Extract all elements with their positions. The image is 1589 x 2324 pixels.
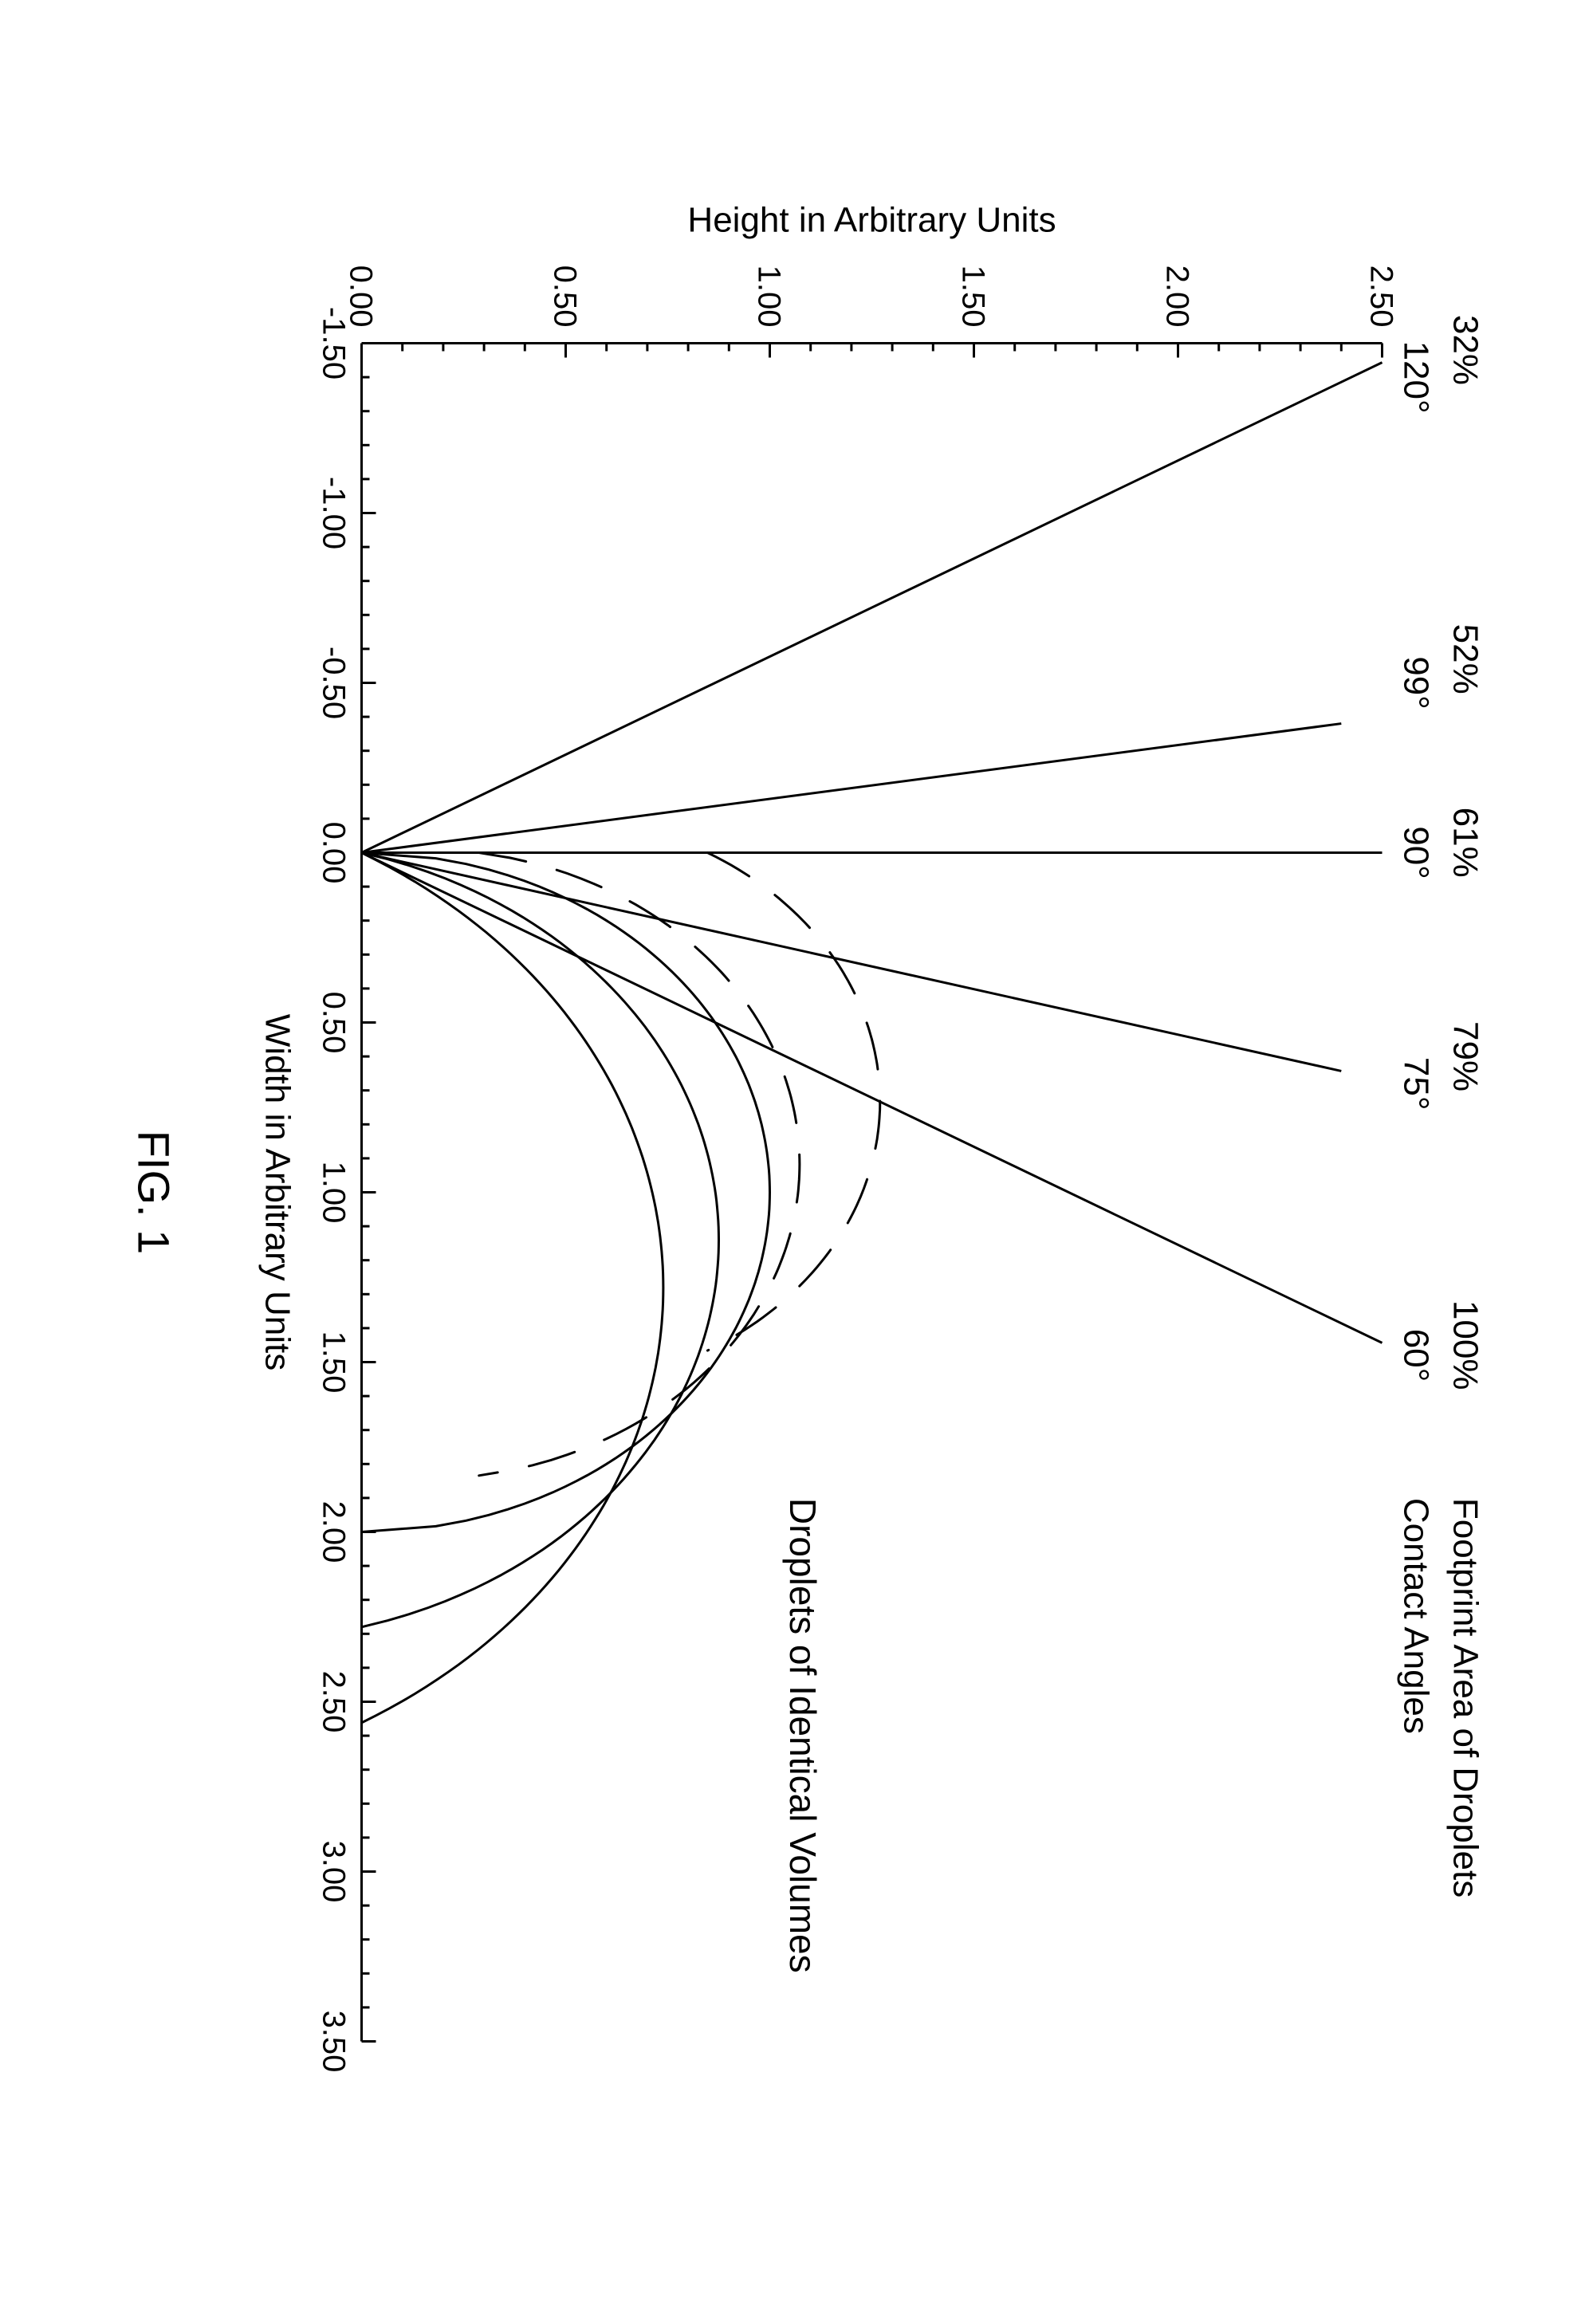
tangent-line: [361, 852, 1341, 1071]
footprint-percent-label: 79%: [1445, 1021, 1485, 1091]
y-tick-label: 2.00: [1159, 265, 1194, 327]
x-tick-label: 1.00: [316, 1161, 351, 1223]
page: -1.50-1.00-0.500.000.501.001.502.002.503…: [0, 0, 1589, 2324]
chart-svg: -1.50-1.00-0.500.000.501.001.502.002.503…: [0, 0, 1589, 2324]
contact-angle-label: 60°: [1396, 1328, 1435, 1382]
rotated-canvas: -1.50-1.00-0.500.000.501.001.502.002.503…: [0, 0, 1589, 2324]
footprint-title: Footprint Area of Droplets: [1445, 1497, 1485, 1897]
footprint-percent-label: 100%: [1445, 1300, 1485, 1390]
droplet-arc: [478, 852, 799, 1475]
footprint-percent-label: 61%: [1445, 807, 1485, 877]
droplets-identical-volumes-label: Droplets of Identical Volumes: [782, 1497, 824, 1972]
x-tick-label: 2.00: [316, 1500, 351, 1563]
droplet-arc: [707, 852, 879, 1351]
x-tick-label: 3.50: [316, 2010, 351, 2072]
y-tick-label: 2.50: [1363, 265, 1398, 327]
x-tick-label: -0.50: [316, 646, 351, 718]
y-tick-label: 1.50: [955, 265, 990, 327]
x-tick-label: 3.00: [316, 1840, 351, 1902]
x-tick-label: 2.50: [316, 1670, 351, 1732]
contact-angle-title: Contact Angles: [1396, 1497, 1435, 1733]
footprint-percent-label: 52%: [1445, 623, 1485, 694]
contact-angle-label: 120°: [1396, 340, 1435, 413]
droplet-arc: [361, 852, 718, 1626]
contact-angle-label: 90°: [1396, 826, 1435, 879]
x-tick-label: 0.50: [316, 991, 351, 1053]
y-tick-label: 1.00: [751, 265, 786, 327]
footprint-percent-label: 32%: [1445, 314, 1485, 384]
droplet-arc: [361, 852, 663, 1722]
x-tick-label: 1.50: [316, 1331, 351, 1393]
contact-angle-label: 99°: [1396, 656, 1435, 710]
tangent-line: [361, 362, 1382, 852]
figure-caption: FIG. 1: [128, 1130, 179, 1254]
y-tick-label: 0.50: [547, 265, 582, 327]
x-axis-title: Width in Arbitrary Units: [258, 1013, 297, 1370]
y-tick-label: 0.00: [343, 265, 378, 327]
tangent-line: [361, 723, 1341, 852]
tangent-line: [361, 852, 1382, 1343]
x-tick-label: -1.00: [316, 476, 351, 549]
y-axis-title: Height in Arbitrary Units: [687, 200, 1056, 239]
x-tick-label: 0.00: [316, 821, 351, 883]
droplet-arc: [361, 852, 769, 1532]
contact-angle-label: 75°: [1396, 1056, 1435, 1110]
